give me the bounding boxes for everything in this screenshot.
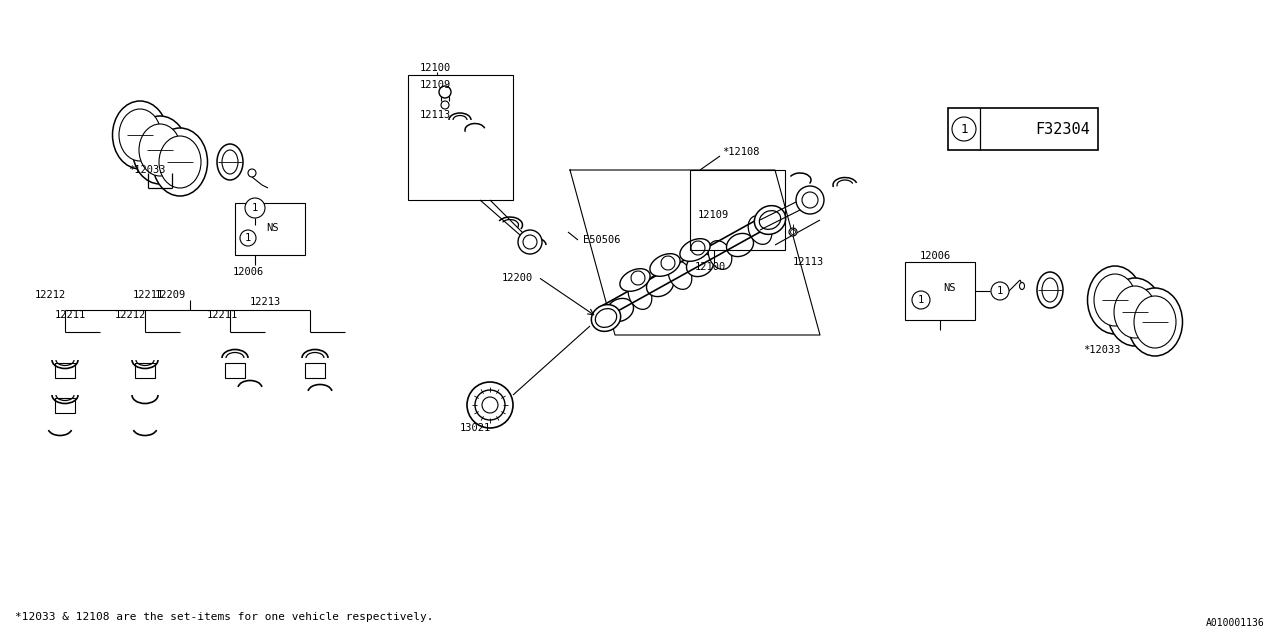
Ellipse shape	[140, 124, 180, 176]
Text: 12211: 12211	[207, 310, 238, 320]
Ellipse shape	[607, 298, 634, 321]
Ellipse shape	[791, 230, 795, 234]
Text: 1: 1	[997, 286, 1004, 296]
Ellipse shape	[442, 101, 449, 109]
Ellipse shape	[631, 271, 645, 285]
Text: 12109: 12109	[698, 210, 730, 220]
Text: NS: NS	[266, 223, 278, 233]
Bar	[905, 262, 975, 320]
Ellipse shape	[620, 269, 650, 291]
Circle shape	[803, 192, 818, 208]
Text: 12006: 12006	[920, 251, 951, 261]
Text: 12100: 12100	[420, 63, 452, 73]
Ellipse shape	[119, 109, 161, 161]
Text: A010001136: A010001136	[1206, 618, 1265, 628]
Bar	[55, 363, 76, 378]
Bar	[948, 108, 1098, 150]
Bar	[134, 363, 155, 378]
Ellipse shape	[595, 308, 617, 328]
Ellipse shape	[686, 253, 713, 276]
Text: NS: NS	[943, 283, 955, 293]
Bar	[225, 363, 244, 378]
Bar	[55, 398, 76, 413]
Text: 1: 1	[252, 203, 259, 213]
Ellipse shape	[1088, 266, 1143, 334]
Text: 12211: 12211	[55, 310, 86, 320]
Text: 12212: 12212	[115, 310, 146, 320]
Ellipse shape	[628, 280, 652, 309]
Ellipse shape	[691, 241, 705, 255]
Text: 12109: 12109	[420, 80, 452, 90]
Text: 1: 1	[960, 122, 968, 136]
Text: 13021: 13021	[460, 423, 492, 433]
Ellipse shape	[1134, 296, 1176, 348]
Text: 12211: 12211	[133, 290, 164, 300]
Ellipse shape	[152, 128, 207, 196]
Ellipse shape	[218, 144, 243, 180]
Text: 12212: 12212	[35, 290, 67, 300]
Text: 1: 1	[244, 233, 251, 243]
Circle shape	[952, 117, 977, 141]
Ellipse shape	[1128, 288, 1183, 356]
Text: *12033 & 12108 are the set-items for one vehicle respectively.: *12033 & 12108 are the set-items for one…	[15, 612, 434, 622]
Ellipse shape	[439, 86, 451, 98]
Text: *12033: *12033	[128, 165, 165, 175]
Ellipse shape	[1107, 278, 1162, 346]
Text: 12209: 12209	[155, 290, 187, 300]
Text: 12200: 12200	[502, 273, 534, 283]
Circle shape	[913, 291, 931, 309]
Circle shape	[796, 186, 824, 214]
Text: 12006: 12006	[233, 267, 264, 277]
Bar	[690, 170, 785, 250]
Ellipse shape	[727, 234, 754, 257]
Text: *12033: *12033	[1083, 345, 1120, 355]
Text: 1: 1	[918, 295, 924, 305]
Ellipse shape	[483, 397, 498, 413]
Text: 12113: 12113	[794, 257, 824, 267]
Text: F32304: F32304	[1036, 122, 1091, 136]
Ellipse shape	[1019, 282, 1024, 289]
Ellipse shape	[1114, 286, 1156, 338]
Ellipse shape	[788, 228, 797, 236]
Ellipse shape	[759, 211, 781, 229]
Ellipse shape	[749, 216, 772, 244]
Ellipse shape	[248, 169, 256, 177]
Text: 12113: 12113	[420, 110, 452, 120]
Ellipse shape	[754, 205, 786, 234]
Circle shape	[241, 230, 256, 246]
Bar	[408, 75, 513, 200]
Circle shape	[524, 235, 538, 249]
Bar	[305, 363, 325, 378]
Ellipse shape	[467, 382, 513, 428]
Ellipse shape	[1094, 274, 1137, 326]
Ellipse shape	[680, 239, 710, 261]
Text: 12100: 12100	[695, 262, 726, 272]
Ellipse shape	[660, 256, 675, 270]
Ellipse shape	[159, 136, 201, 188]
Ellipse shape	[475, 390, 506, 420]
Ellipse shape	[650, 253, 680, 276]
Text: *12108: *12108	[722, 147, 759, 157]
Ellipse shape	[113, 101, 168, 169]
Text: 12213: 12213	[250, 297, 282, 307]
Ellipse shape	[646, 273, 673, 296]
Circle shape	[518, 230, 541, 254]
Bar	[236, 203, 305, 255]
Ellipse shape	[708, 241, 732, 269]
Circle shape	[244, 198, 265, 218]
Ellipse shape	[591, 305, 621, 332]
Ellipse shape	[1037, 272, 1062, 308]
Ellipse shape	[668, 260, 691, 289]
Ellipse shape	[1042, 278, 1059, 302]
Ellipse shape	[221, 150, 238, 174]
Circle shape	[991, 282, 1009, 300]
Text: E50506: E50506	[582, 235, 621, 245]
Ellipse shape	[133, 116, 187, 184]
